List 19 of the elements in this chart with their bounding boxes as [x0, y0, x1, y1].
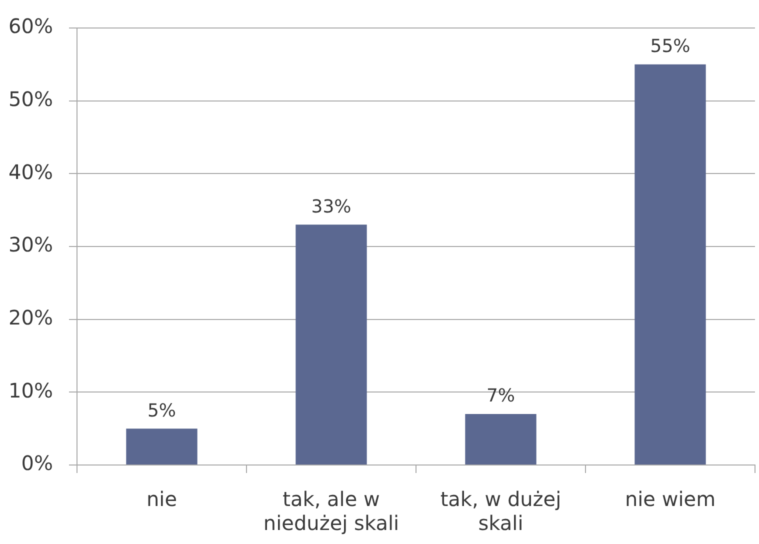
- data-label: 55%: [650, 36, 690, 58]
- x-tick-label: tak, w dużej skali: [440, 487, 562, 536]
- bar: [465, 414, 536, 464]
- bar: [296, 224, 367, 464]
- x-tick-label: nie: [146, 487, 178, 512]
- y-tick-label: 30%: [8, 232, 53, 257]
- y-tick-label: 0%: [21, 451, 53, 476]
- y-tick-label: 40%: [8, 160, 53, 184]
- bar: [634, 64, 706, 464]
- y-tick-label: 10%: [8, 378, 53, 402]
- bar: [126, 428, 198, 464]
- y-tick-label: 60%: [8, 14, 53, 38]
- y-tick-label: 50%: [8, 87, 53, 112]
- data-label: 5%: [147, 400, 176, 422]
- x-tick-label: nie wiem: [624, 487, 716, 512]
- data-label: 7%: [486, 386, 516, 407]
- data-label: 33%: [311, 196, 352, 218]
- x-tick-label: tak, ale w niedużej skali: [263, 487, 400, 536]
- y-tick-label: 20%: [8, 306, 53, 330]
